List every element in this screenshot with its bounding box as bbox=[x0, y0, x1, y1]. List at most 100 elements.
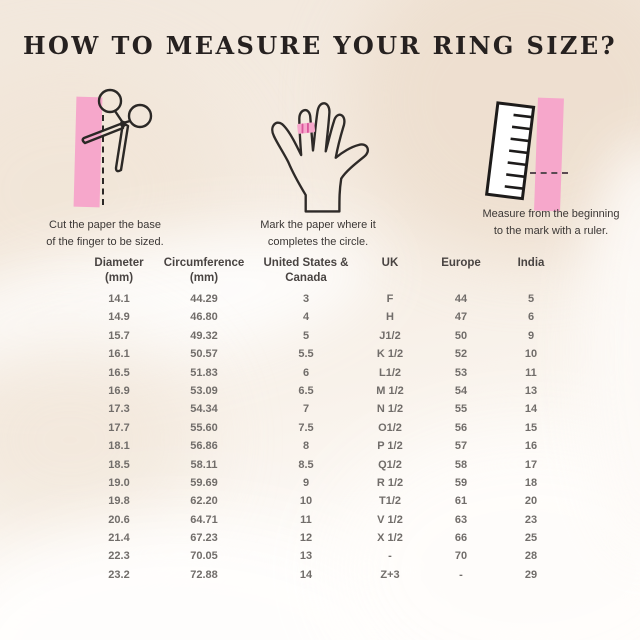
table-cell-uk: X 1/2 bbox=[377, 532, 403, 545]
step-measure-caption: Measure from the beginning to the mark w… bbox=[455, 206, 640, 240]
table-cell-europe: - bbox=[459, 568, 463, 581]
table-header-europe: Europe bbox=[441, 257, 481, 269]
table-cell-india: 20 bbox=[524, 495, 538, 508]
table-header-india: India bbox=[517, 257, 545, 269]
table-cell-india: 25 bbox=[524, 532, 538, 545]
table-cell-india: 29 bbox=[524, 568, 538, 581]
table-header-us-canada: United States & Canada bbox=[263, 257, 349, 284]
step-cut-caption: Cut the paper the base of the finger to … bbox=[15, 217, 195, 251]
table-header-uk: UK bbox=[381, 257, 399, 269]
table-cell-diameter-mm: 18.1 bbox=[108, 440, 130, 453]
table-cell-india: 28 bbox=[524, 550, 538, 563]
table-cell-india: 6 bbox=[527, 311, 535, 324]
table-cell-europe: 58 bbox=[454, 458, 468, 471]
table-cell-diameter-mm: 14.1 bbox=[108, 293, 130, 305]
step-mark-illustration bbox=[248, 84, 398, 216]
table-cell-india: 13 bbox=[524, 384, 538, 397]
table-column-us-canada: United States & Canada 3 4 5 5.5 6 6.5 7 7.5 8 8.5 9… bbox=[264, 256, 349, 584]
table-cell-diameter-mm: 17.3 bbox=[108, 403, 130, 416]
table-cell-india: 10 bbox=[524, 348, 538, 361]
table-cell-india: 14 bbox=[524, 403, 538, 416]
caption-line: Mark the paper where it bbox=[260, 219, 376, 231]
table-cell-europe: 47 bbox=[454, 311, 468, 324]
table-cell-india: 5 bbox=[527, 293, 535, 305]
table-cell-circumference-mm: 67.23 bbox=[190, 532, 218, 545]
table-cell-circumference-mm: 54.34 bbox=[190, 403, 218, 416]
table-column-uk: UK F H J1/2 K 1/2 L1/2 M 1/2 N 1/2 O1/2 P 1/2 Q1/2… bbox=[376, 256, 404, 584]
table-cell-diameter-mm: 15.7 bbox=[108, 329, 130, 342]
table-cell-uk: R 1/2 bbox=[376, 476, 404, 489]
table-cell-circumference-mm: 50.57 bbox=[190, 348, 218, 361]
table-cell-diameter-mm: 14.9 bbox=[108, 311, 130, 324]
step-cut-illustration bbox=[30, 88, 190, 216]
table-cell-us-canada: 6 bbox=[302, 366, 310, 379]
hand-icon bbox=[271, 102, 370, 213]
table-cell-circumference-mm: 49.32 bbox=[190, 329, 218, 342]
table-cell-us-canada: 11 bbox=[300, 513, 312, 526]
table-cell-uk: O1/2 bbox=[378, 421, 402, 434]
page-title: HOW TO MEASURE YOUR RING SIZE? bbox=[22, 31, 617, 60]
table-header-diameter-mm: Diameter (mm) bbox=[94, 257, 144, 284]
table-cell-circumference-mm: 55.60 bbox=[190, 421, 218, 434]
table-cell-india: 18 bbox=[524, 476, 538, 489]
table-cell-us-canada: 5 bbox=[302, 329, 310, 342]
table-cell-us-canada: 7.5 bbox=[298, 421, 314, 434]
table-cell-uk: J1/2 bbox=[379, 329, 401, 342]
table-column-europe: Europe 44 47 50 52 53 54 55 56 57 58 59 61 63 66 70 - bbox=[441, 256, 481, 584]
table-cell-us-canada: 10 bbox=[299, 495, 313, 508]
table-cell-circumference-mm: 70.05 bbox=[190, 550, 218, 563]
ruler-icon bbox=[484, 101, 536, 201]
table-cell-diameter-mm: 21.4 bbox=[108, 532, 130, 545]
table-cell-india: 15 bbox=[524, 421, 538, 434]
table-cell-circumference-mm: 53.09 bbox=[190, 384, 218, 397]
table-cell-europe: 53 bbox=[454, 366, 468, 379]
table-cell-europe: 52 bbox=[454, 348, 468, 361]
table-cell-europe: 63 bbox=[454, 513, 468, 526]
size-table: Diameter (mm) 14.1 14.9 15.7 16.1 16.5 16.9 17.3… bbox=[0, 256, 640, 606]
table-cell-us-canada: 3 bbox=[302, 293, 310, 305]
table-cell-diameter-mm: 20.6 bbox=[108, 513, 130, 526]
table-cell-us-canada: 8 bbox=[302, 440, 310, 453]
measure-mark-dashes bbox=[530, 172, 568, 174]
table-cell-uk: L1/2 bbox=[378, 366, 402, 379]
table-cell-india: 23 bbox=[524, 513, 538, 526]
caption-line: to the mark with a ruler. bbox=[493, 225, 609, 237]
table-cell-us-canada: 9 bbox=[302, 476, 310, 489]
step-measure-illustration bbox=[468, 90, 628, 218]
caption-line: Measure from the beginning bbox=[482, 208, 620, 220]
table-cell-diameter-mm: 19.8 bbox=[108, 495, 130, 508]
table-cell-us-canada: 13 bbox=[299, 550, 313, 563]
table-cell-europe: 61 bbox=[454, 495, 468, 508]
table-cell-us-canada: 8.5 bbox=[298, 458, 314, 471]
table-cell-diameter-mm: 18.5 bbox=[108, 458, 130, 471]
table-cell-circumference-mm: 56.86 bbox=[190, 440, 218, 453]
table-cell-europe: 54 bbox=[454, 384, 468, 397]
table-cell-india: 17 bbox=[524, 458, 538, 471]
table-cell-us-canada: 4 bbox=[302, 311, 310, 324]
table-cell-us-canada: 12 bbox=[299, 532, 313, 545]
table-cell-us-canada: 5.5 bbox=[298, 348, 314, 361]
table-column-diameter-mm: Diameter (mm) 14.1 14.9 15.7 16.1 16.5 16.9 17.3… bbox=[94, 256, 143, 584]
table-cell-uk: N 1/2 bbox=[376, 403, 404, 416]
table-column-circumference-mm: Circumference (mm) 44.29 46.80 49.32 50.57 51.… bbox=[164, 256, 245, 584]
table-cell-diameter-mm: 17.7 bbox=[108, 421, 130, 434]
table-cell-europe: 57 bbox=[454, 440, 468, 453]
table-cell-uk: Z+3 bbox=[380, 568, 400, 581]
table-cell-india: 9 bbox=[527, 329, 535, 342]
table-column-india: India 5 6 9 10 11 13 14 15 16 17 18 20 23 25 28 29 bbox=[518, 256, 545, 584]
table-cell-us-canada: 7 bbox=[302, 403, 310, 416]
caption-line: of the finger to be sized. bbox=[46, 236, 164, 248]
table-cell-circumference-mm: 72.88 bbox=[190, 568, 218, 581]
table-cell-europe: 66 bbox=[454, 532, 468, 545]
table-cell-uk: - bbox=[388, 550, 392, 563]
table-cell-circumference-mm: 46.80 bbox=[190, 311, 218, 324]
table-cell-europe: 56 bbox=[454, 421, 468, 434]
table-cell-circumference-mm: 62.20 bbox=[190, 495, 218, 508]
table-cell-us-canada: 6.5 bbox=[298, 384, 314, 397]
table-cell-europe: 55 bbox=[454, 403, 468, 416]
table-cell-diameter-mm: 23.2 bbox=[108, 568, 130, 581]
table-cell-diameter-mm: 19.0 bbox=[108, 476, 130, 489]
table-cell-us-canada: 14 bbox=[299, 568, 313, 581]
table-cell-diameter-mm: 16.5 bbox=[108, 366, 130, 379]
